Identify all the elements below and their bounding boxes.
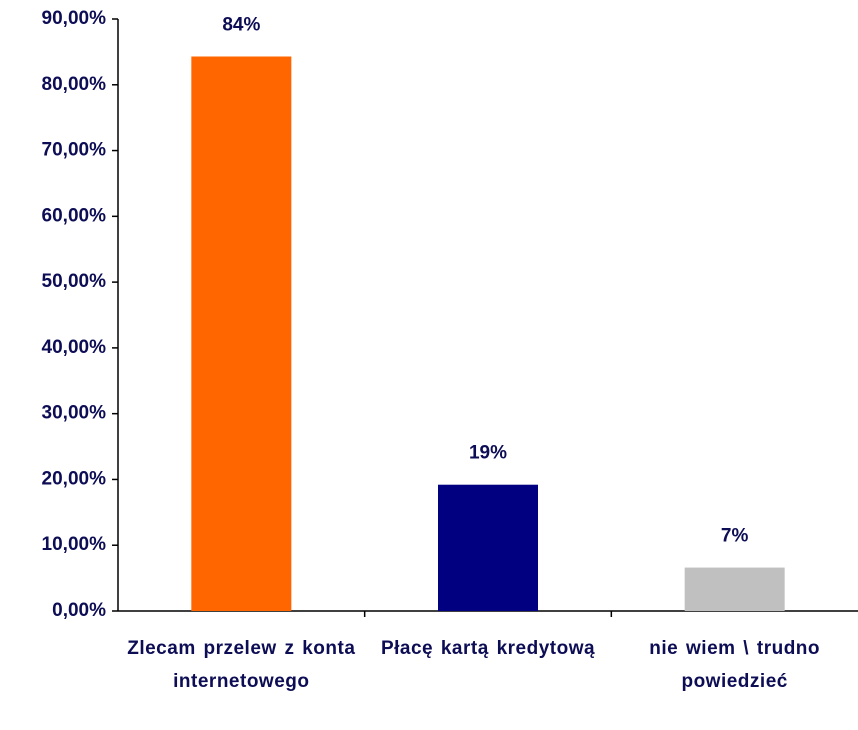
data-label: 7% bbox=[721, 526, 749, 547]
bar bbox=[684, 567, 785, 611]
y-tick-label: 0,00% bbox=[52, 600, 106, 621]
y-tick-label: 60,00% bbox=[42, 205, 107, 226]
bar bbox=[438, 484, 538, 611]
x-tick-label: Zlecam przelew z konta internetowego bbox=[127, 638, 356, 692]
data-label: 19% bbox=[469, 443, 507, 464]
data-label: 84% bbox=[222, 15, 260, 36]
y-tick-label: 90,00% bbox=[42, 8, 107, 29]
x-tick-label: Płacę kartą kredytową bbox=[380, 638, 596, 659]
y-tick-label: 50,00% bbox=[42, 271, 107, 292]
y-tick-label: 80,00% bbox=[42, 74, 107, 95]
y-tick-label: 30,00% bbox=[42, 403, 107, 424]
y-tick-label: 40,00% bbox=[42, 337, 107, 358]
y-tick-label: 10,00% bbox=[42, 534, 107, 555]
x-tick-label: nie wiem \ trudno powiedzieć bbox=[649, 638, 821, 692]
bar bbox=[191, 56, 292, 611]
y-tick-label: 70,00% bbox=[42, 140, 107, 161]
y-tick-label: 20,00% bbox=[42, 468, 107, 489]
